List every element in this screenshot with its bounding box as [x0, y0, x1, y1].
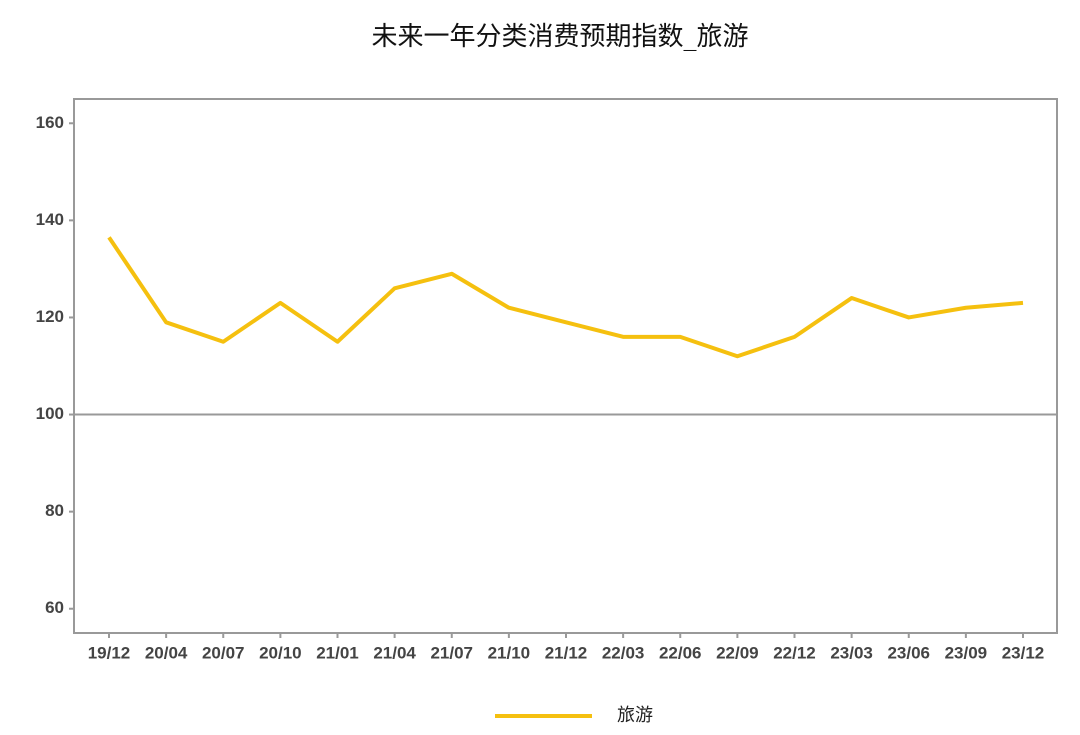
- chart-title: 未来一年分类消费预期指数_旅游: [371, 22, 748, 52]
- x-tick-label: 23/06: [887, 643, 930, 662]
- y-tick-label: 160: [36, 113, 64, 132]
- y-tick-label: 60: [45, 598, 64, 617]
- y-tick-label: 120: [36, 307, 64, 326]
- x-tick-label: 22/06: [659, 643, 702, 662]
- x-tick-label: 23/09: [945, 643, 988, 662]
- x-tick-label: 22/03: [602, 643, 645, 662]
- x-tick-label: 21/07: [430, 643, 473, 662]
- y-tick-label: 140: [36, 210, 64, 229]
- x-tick-label: 21/01: [316, 643, 359, 662]
- x-tick-label: 23/12: [1002, 643, 1045, 662]
- x-tick-label: 23/03: [830, 643, 873, 662]
- plot-frame: [73, 98, 1058, 634]
- x-tick-label: 20/07: [202, 643, 245, 662]
- x-tick-label: 19/12: [88, 643, 131, 662]
- x-tick-label: 21/10: [488, 643, 531, 662]
- legend-label: 旅游: [617, 705, 653, 726]
- x-tick-label: 21/12: [545, 643, 588, 662]
- series-line: [107, 236, 1024, 359]
- x-tick-label: 22/09: [716, 643, 759, 662]
- y-tick-label: 100: [36, 404, 64, 423]
- x-tick-label: 21/04: [373, 643, 416, 662]
- x-tick-label: 22/12: [773, 643, 816, 662]
- x-tick-label: 20/10: [259, 643, 302, 662]
- y-tick-label: 80: [45, 501, 64, 520]
- x-tick-label: 20/04: [145, 643, 188, 662]
